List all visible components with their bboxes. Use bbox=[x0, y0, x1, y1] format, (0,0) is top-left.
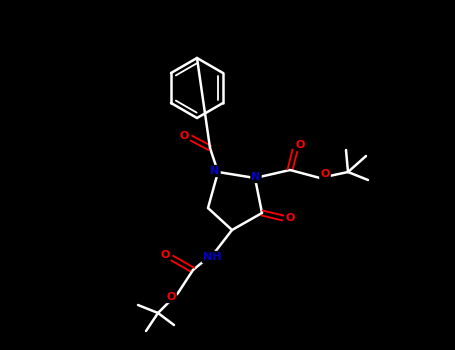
Text: O: O bbox=[285, 213, 295, 223]
Text: O: O bbox=[320, 169, 330, 179]
Text: O: O bbox=[167, 292, 176, 302]
Text: N: N bbox=[251, 172, 261, 182]
Text: O: O bbox=[160, 250, 170, 260]
Text: O: O bbox=[179, 131, 189, 141]
Text: N: N bbox=[210, 166, 220, 176]
Text: O: O bbox=[295, 140, 305, 150]
Text: NH: NH bbox=[203, 252, 221, 262]
